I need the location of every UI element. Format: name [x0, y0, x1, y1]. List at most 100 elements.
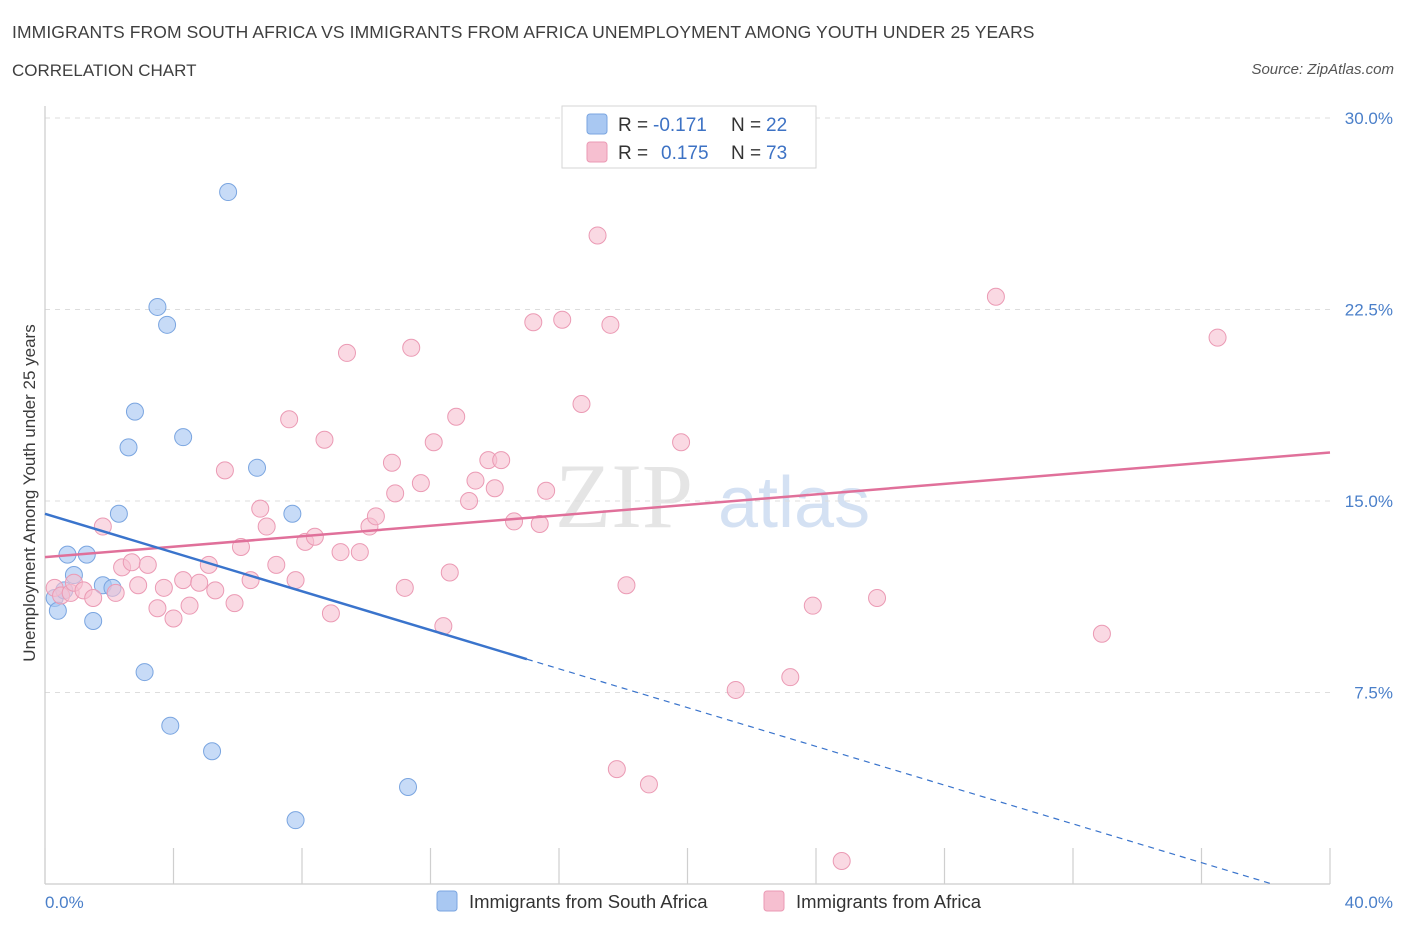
data-point-africa [524, 313, 543, 332]
data-point-africa [832, 852, 851, 871]
data-point-africa [382, 453, 401, 472]
data-point-africa [466, 471, 485, 490]
legend-n-label-1: N = [731, 115, 761, 136]
y-tick-label: 30.0% [1345, 109, 1393, 128]
y-tick-label: 22.5% [1345, 301, 1393, 320]
series-south-africa-points [45, 183, 418, 830]
data-point-africa [424, 433, 443, 452]
y-tick-label: 15.0% [1345, 492, 1393, 511]
bottom-legend-label-africa: Immigrants from Africa [796, 891, 982, 912]
data-point-africa [267, 555, 286, 574]
data-point-africa [315, 430, 334, 449]
data-point-south-africa [203, 742, 222, 761]
data-point-south-africa [48, 601, 67, 620]
source-label: Source: ZipAtlas.com [1251, 61, 1394, 78]
data-point-africa [986, 287, 1005, 306]
legend-swatch-africa [586, 141, 608, 163]
data-point-south-africa [158, 315, 177, 334]
legend-r-value-1: -0.171 [653, 115, 707, 136]
y-axis-label: Unemployment Among Youth under 25 years [20, 324, 39, 661]
data-point-africa [803, 596, 822, 615]
data-point-africa [505, 512, 524, 531]
data-point-africa [395, 578, 414, 597]
data-point-south-africa [174, 428, 193, 447]
data-point-africa [286, 571, 305, 590]
data-point-africa [84, 589, 103, 608]
data-point-africa [366, 507, 385, 526]
bottom-legend-label-south-africa: Immigrants from South Africa [469, 891, 708, 912]
data-point-africa [492, 451, 511, 470]
legend-r-value-2: 0.175 [661, 143, 709, 164]
data-point-south-africa [399, 777, 418, 796]
data-point-africa [868, 589, 887, 608]
data-point-africa [215, 461, 234, 480]
legend-r-label-1: R = [618, 115, 648, 136]
data-point-africa [154, 578, 173, 597]
data-point-africa [129, 576, 148, 595]
data-point-africa [726, 680, 745, 699]
data-point-africa [537, 481, 556, 500]
data-point-africa [1092, 624, 1111, 643]
data-point-africa [337, 343, 356, 362]
x-tick-label-max: 40.0% [1345, 893, 1393, 912]
data-point-africa [251, 499, 270, 518]
data-point-south-africa [219, 183, 238, 202]
legend-r-label-2: R = [618, 143, 648, 164]
watermark-zip: ZIP [555, 445, 693, 547]
data-point-africa [588, 226, 607, 245]
data-point-south-africa [148, 297, 167, 316]
data-point-africa [331, 543, 350, 562]
data-point-africa [148, 599, 167, 618]
legend-swatch-south-africa [586, 113, 608, 135]
data-point-africa [460, 492, 479, 510]
data-point-africa [530, 514, 549, 533]
data-point-africa [106, 583, 125, 602]
data-point-africa [190, 573, 209, 592]
y-tick-labels: 7.5% 15.0% 22.5% 30.0% [1345, 109, 1393, 703]
data-point-africa [781, 668, 800, 687]
data-point-africa [485, 479, 504, 498]
trend-lines [44, 451, 1331, 885]
bottom-legend-swatch-africa [763, 890, 785, 912]
series-legend: Immigrants from South Africa Immigrants … [436, 890, 982, 912]
data-point-south-africa [286, 811, 305, 830]
data-point-africa [164, 609, 183, 628]
y-tick-label: 7.5% [1354, 684, 1393, 703]
data-point-africa [402, 338, 421, 357]
data-point-south-africa [283, 504, 302, 523]
data-point-africa [206, 581, 225, 600]
data-point-africa [350, 543, 369, 562]
data-point-africa [447, 407, 466, 426]
x-tick-marks [44, 848, 1331, 884]
correlation-legend: R = -0.171 N = 22 R = 0.175 N = 73 [561, 105, 817, 169]
legend-n-value-2: 73 [766, 143, 787, 164]
data-point-africa [386, 484, 405, 503]
data-point-south-africa [109, 504, 128, 523]
data-point-africa [180, 596, 199, 615]
data-point-africa [617, 576, 636, 595]
data-point-africa [672, 433, 691, 452]
data-point-africa [1208, 328, 1227, 347]
data-point-south-africa [161, 716, 180, 735]
bottom-legend-swatch-south-africa [436, 890, 458, 912]
data-point-south-africa [248, 458, 267, 477]
data-point-south-africa [125, 402, 144, 421]
data-point-africa [174, 571, 193, 590]
data-point-africa [440, 563, 459, 582]
data-point-africa [411, 474, 430, 493]
data-point-south-africa [119, 438, 138, 457]
data-point-africa [601, 315, 620, 334]
data-point-africa [225, 594, 244, 613]
data-point-africa [607, 760, 626, 779]
chart-title: IMMIGRANTS FROM SOUTH AFRICA VS IMMIGRAN… [12, 22, 1035, 42]
legend-n-value-1: 22 [766, 115, 787, 136]
trend-line-south-africa-extension [526, 658, 1273, 885]
x-tick-label-min: 0.0% [45, 893, 84, 912]
data-point-africa [553, 310, 572, 329]
data-point-south-africa [135, 663, 154, 682]
trend-line-south-africa [44, 512, 528, 661]
data-point-africa [572, 394, 591, 413]
data-point-africa [122, 553, 141, 572]
chart-subtitle: CORRELATION CHART [12, 61, 197, 80]
